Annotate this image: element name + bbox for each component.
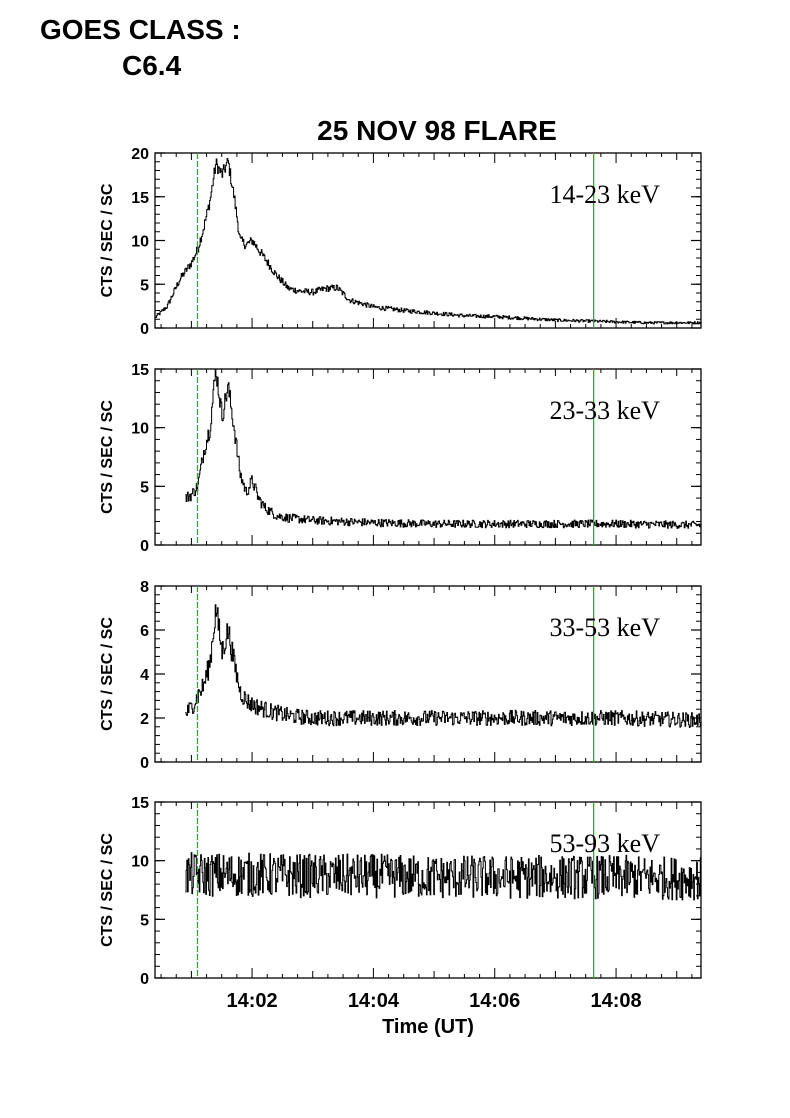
x-axis-label: Time (UT) [382, 1016, 474, 1038]
energy-band-label: 33-53 keV [550, 613, 661, 642]
x-tick-label: 14:02 [226, 990, 277, 1012]
panel-frame [154, 368, 702, 546]
panel-2: 0 2 4 6 8 CTS / SEC / SC 33-53 keV [99, 579, 702, 772]
energy-band-label: 23-33 keV [550, 396, 661, 425]
y-axis-label: CTS / SEC / SC [99, 183, 116, 297]
series-line [185, 852, 702, 901]
y-axis-label: CTS / SEC / SC [99, 833, 116, 947]
x-tick-label: 14:06 [469, 990, 520, 1012]
y-tick-label: 6 [140, 623, 149, 640]
goes-class-value: C6.4 [122, 50, 182, 81]
y-tick-label: 20 [131, 146, 149, 163]
y-tick-label: 15 [131, 190, 149, 207]
x-tick-label: 14:08 [590, 990, 641, 1012]
panel-frame [154, 801, 702, 979]
y-tick-label: 0 [140, 971, 149, 988]
panel-3: 0 5 10 15 CTS / SEC / SC 53-93 keV 14:02 14:04 1… [99, 795, 702, 1012]
y-tick-label: 5 [140, 912, 149, 929]
series-line [155, 158, 702, 325]
y-tick-label: 10 [131, 854, 149, 871]
series-line [185, 604, 702, 728]
chart-title: 25 NOV 98 FLARE [317, 115, 557, 146]
energy-band-label: 53-93 keV [550, 829, 661, 858]
x-tick-label: 14:04 [348, 990, 400, 1012]
goes-class-line1: GOES CLASS : [40, 14, 241, 45]
y-tick-label: 5 [140, 277, 149, 294]
y-tick-label: 5 [140, 479, 149, 496]
y-tick-label: 8 [140, 579, 149, 596]
y-tick-label: 10 [131, 234, 149, 251]
series-line [185, 369, 702, 529]
energy-band-label: 14-23 keV [550, 180, 661, 209]
y-tick-label: 4 [140, 667, 149, 684]
y-tick-label: 15 [131, 362, 149, 379]
panel-0: 0 5 10 15 20 CTS / SEC / SC 14-23 keV [99, 146, 702, 338]
y-axis-label: CTS / SEC / SC [99, 617, 116, 731]
y-tick-label: 0 [140, 538, 149, 555]
y-tick-label: 15 [131, 795, 149, 812]
y-tick-label: 2 [140, 711, 149, 728]
y-axis-label: CTS / SEC / SC [99, 400, 116, 514]
y-tick-label: 10 [131, 421, 149, 438]
goes-class-label: GOES CLASS : C6.4 [40, 12, 241, 84]
panel-1: 0 5 10 15 CTS / SEC / SC 23-33 keV [99, 362, 702, 555]
y-tick-label: 0 [140, 321, 149, 338]
y-tick-label: 0 [140, 755, 149, 772]
